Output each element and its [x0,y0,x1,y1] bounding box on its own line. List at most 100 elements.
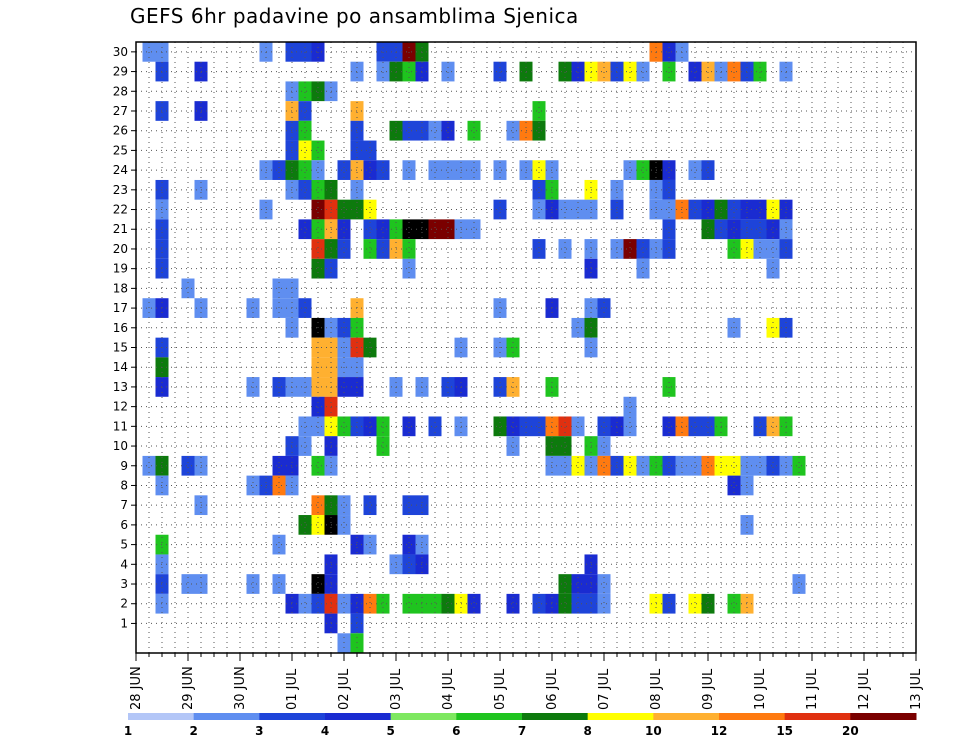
heatmap-cell [727,61,741,82]
legend-label: 6 [452,724,460,738]
y-tick-label: 17 [113,301,128,315]
legend-swatch [390,713,457,720]
y-tick-label: 23 [113,183,128,197]
heatmap-cell [298,81,312,102]
heatmap-cell [662,61,676,82]
heatmap-cell [532,101,546,121]
heatmap-cell [688,593,702,614]
heatmap-cell [493,416,507,437]
heatmap-cell [428,160,442,180]
heatmap-cell [792,455,806,476]
heatmap-cell [766,239,780,259]
heatmap-cell [753,416,767,437]
heatmap-cell [532,160,546,180]
heatmap-cell [428,416,442,437]
heatmap-cell [337,160,351,180]
legend-label: 7 [518,724,526,738]
y-tick-label: 19 [113,262,128,276]
heatmap-cell [467,593,481,614]
heatmap-cell [532,179,546,200]
heatmap-cell [311,515,325,535]
y-tick-label: 8 [120,478,128,492]
heatmap-cell [701,416,715,437]
heatmap-cell [623,396,637,417]
heatmap-cell [623,160,637,180]
heatmap-cell [402,593,416,614]
heatmap-cell [766,258,780,279]
legend-swatch [259,713,326,720]
x-tick-label: 28 JUN [129,666,144,710]
heatmap-cell [701,61,715,82]
legend-label: 4 [321,724,329,738]
heatmap-cell [311,593,325,614]
y-tick-label: 3 [120,577,128,591]
legend-swatch [719,713,786,720]
heatmap-cell [766,219,780,240]
heatmap-cell [493,61,507,82]
heatmap-cell [363,219,377,240]
heatmap-cell [506,436,520,456]
heatmap-cell [506,593,520,614]
heatmap-cell [441,160,455,180]
heatmap-cell [623,61,637,82]
legend-swatch [522,713,589,720]
heatmap-cell [688,416,702,437]
heatmap-cell [337,219,351,240]
heatmap-cell [597,455,611,476]
heatmap-cell [311,199,325,220]
heatmap-cell [558,455,572,476]
heatmap-cell [662,593,676,614]
heatmap-cell [298,160,312,180]
y-tick-label: 26 [113,124,128,138]
heatmap-cell [311,160,325,180]
heatmap-cell [662,42,676,62]
x-tick-label: 30 JUN [233,666,248,710]
heatmap-cell [363,160,377,180]
heatmap-cell [298,101,312,121]
heatmap-cell [246,298,260,318]
heatmap-cell [623,416,637,437]
heatmap-cell [272,455,286,476]
heatmap-cell [298,298,312,318]
heatmap-cell [298,515,312,535]
heatmap-cell [493,199,507,220]
x-tick-label: 08 JUL [649,668,664,710]
heatmap-cell [506,416,520,437]
heatmap-cell [428,219,442,240]
x-tick-label: 11 JUL [805,668,820,710]
legend-swatch [653,713,720,720]
heatmap-cell [558,574,572,594]
heatmap-cell [701,593,715,614]
heatmap-cell [363,239,377,259]
heatmap-cell [493,160,507,180]
heatmap-cell [662,160,676,180]
x-tick-label: 06 JUL [545,668,560,710]
heatmap-cell [662,416,676,437]
heatmap-cell [298,140,312,161]
heatmap-cell [571,593,585,614]
heatmap-cell [402,42,416,62]
y-tick-label: 28 [113,84,128,98]
y-tick-label: 5 [120,538,128,552]
heatmap-cell [636,455,650,476]
y-tick-label: 30 [113,45,128,59]
heatmap-cell [727,219,741,240]
heatmap-cell [727,455,741,476]
heatmap-cell [597,574,611,594]
heatmap-cell [311,455,325,476]
heatmap-cell [402,258,416,279]
x-axis-ticks: 28 JUN 29 JUN 30 JUN 01 JUL 02 JUL 03 JUL 04 J… [129,653,924,710]
heatmap-cell [441,219,455,240]
heatmap-cell [727,475,741,496]
heatmap-cell [298,377,312,397]
y-tick-label: 25 [113,143,128,157]
heatmap-cell [272,160,286,180]
heatmap-cell [311,219,325,240]
y-tick-label: 15 [113,341,128,355]
heatmap-cell [623,455,637,476]
heatmap-cell [571,455,585,476]
heatmap-cell [142,42,156,62]
heatmap-cell [311,396,325,417]
legend-swatch [456,713,523,720]
heatmap-cell [727,593,741,614]
